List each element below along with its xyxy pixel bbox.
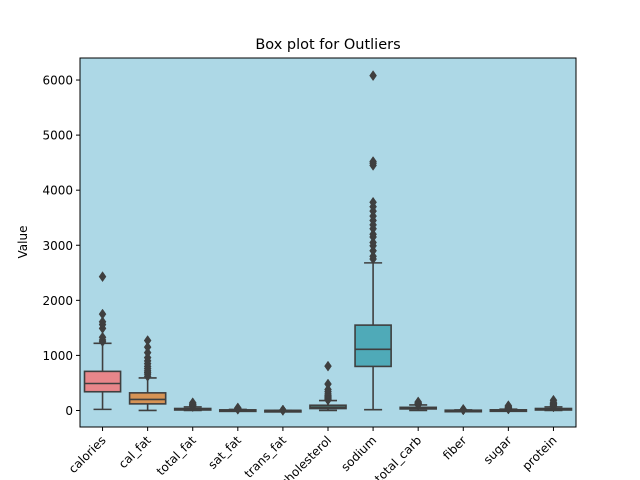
x-tick-label: fiber [440, 433, 469, 462]
box-cal_fat [128, 335, 167, 412]
outlier-point [504, 400, 513, 412]
box-protein [534, 394, 573, 413]
box-total_carb [399, 396, 438, 412]
y-tick-label: 0 [65, 404, 73, 418]
x-tick-label: trans_fat [242, 433, 290, 480]
iqr-box [83, 370, 122, 393]
x-tick-label: total_carb [372, 433, 424, 480]
boxes [83, 70, 573, 416]
outlier-point [324, 360, 332, 372]
box-total_fat [173, 397, 212, 413]
outlier-point [369, 228, 377, 240]
box-sugar [489, 400, 528, 415]
x-axis: calories cal_fat total_fat sat_fattrans_fat… [66, 427, 560, 480]
outlier-point [369, 250, 377, 262]
x-tick-label: calories [66, 433, 109, 476]
x-tick-label: sat_fat [205, 433, 244, 472]
x-tick-label: sugar [481, 433, 515, 467]
chart-title: Box plot for Outliers [255, 37, 400, 53]
outlier-point [324, 384, 332, 395]
outlier-point [188, 397, 197, 409]
x-tick-label: cal_fat [116, 433, 154, 471]
iqr-box [354, 324, 392, 368]
outlier-point [234, 402, 242, 414]
outlier-point [414, 396, 422, 408]
y-tick-label: 6000 [42, 74, 73, 88]
plot-frame [79, 57, 577, 428]
outlier-point [143, 335, 152, 346]
outlier-point [98, 271, 107, 283]
outlier-point [549, 394, 558, 406]
outlier-point [98, 308, 107, 320]
outlier-point [459, 403, 468, 415]
iqr-box [128, 392, 167, 405]
y-tick-label: 5000 [42, 129, 73, 143]
outlier-point [98, 316, 107, 328]
x-tick-label: protein [520, 433, 560, 473]
box-fiber [444, 403, 483, 416]
plot-area [80, 58, 576, 427]
box-trans_fat [264, 404, 302, 416]
y-tick-label: 4000 [42, 184, 73, 198]
outlier-point [98, 331, 107, 343]
outlier-point [369, 237, 377, 248]
x-tick-label: total_fat [154, 433, 199, 478]
outlier-point [143, 347, 152, 359]
y-tick-label: 3000 [42, 239, 73, 253]
outlier-point [369, 156, 377, 167]
box-sodium [354, 70, 392, 411]
box-cholesterol [309, 360, 347, 412]
outlier-point [143, 341, 152, 353]
outlier-point [369, 70, 377, 82]
y-tick-label: 1000 [42, 349, 73, 363]
y-axis: 0 1000 2000 3000 4000 5000 6000 [42, 74, 80, 418]
x-tick-label: sodium [338, 433, 379, 474]
box-sat_fat [218, 402, 257, 415]
outlier-point [324, 378, 332, 390]
y-tick-label: 2000 [42, 294, 73, 308]
y-axis-label: Value [16, 226, 30, 259]
outlier-point [279, 404, 287, 416]
outlier-point [369, 196, 377, 208]
box-calories [83, 271, 122, 411]
